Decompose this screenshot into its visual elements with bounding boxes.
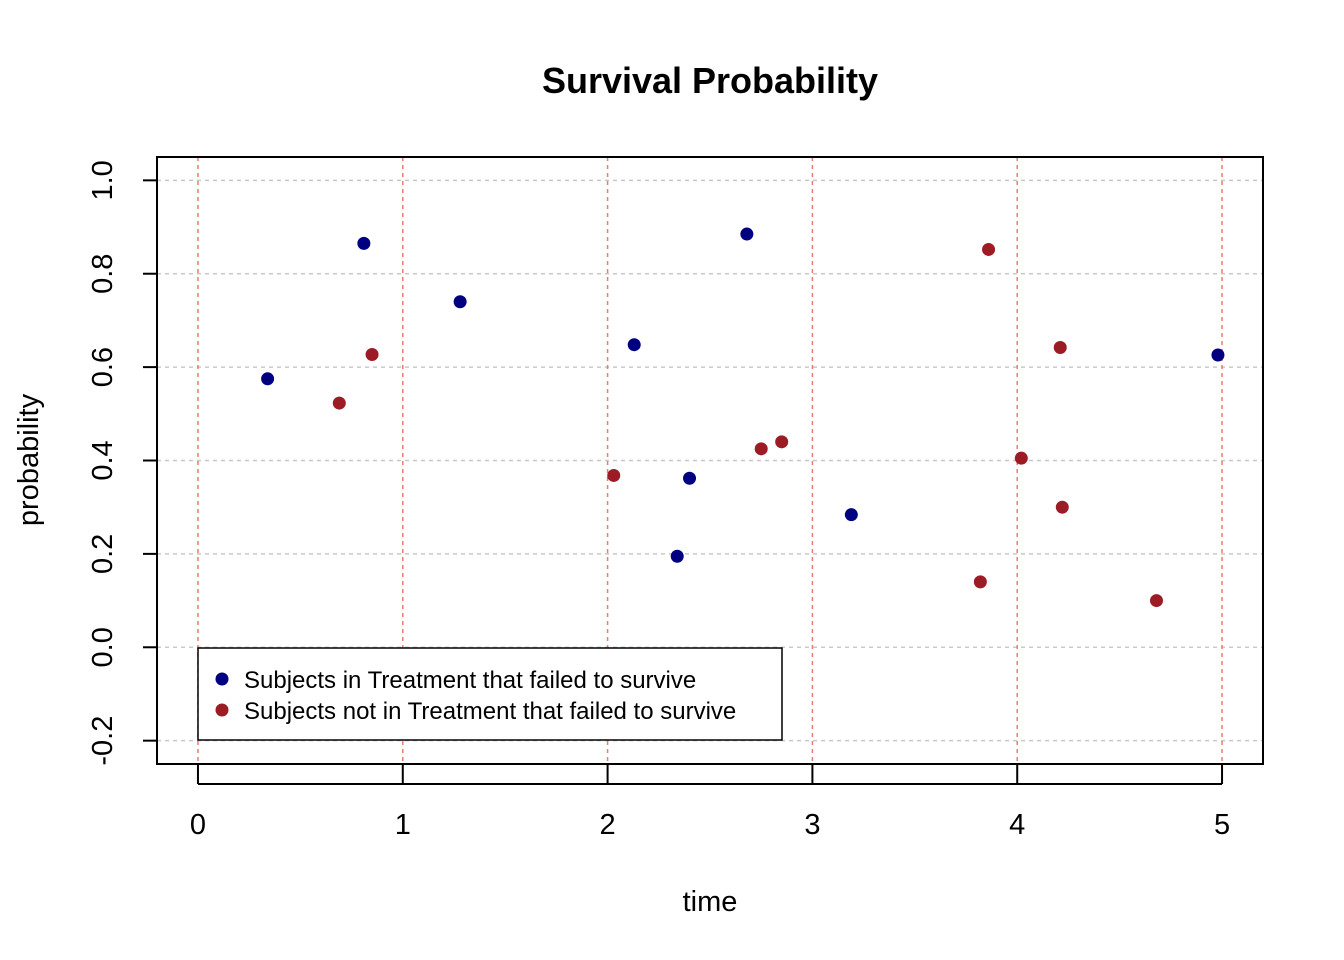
legend-label-no-treatment: Subjects not in Treatment that failed to…	[244, 698, 736, 725]
data-point-series-1	[332, 396, 346, 410]
x-tick-label: 1	[395, 809, 411, 841]
data-point-series-1	[365, 348, 379, 362]
data-point-series-0	[683, 471, 697, 485]
data-point-series-1	[775, 435, 789, 449]
x-axis-label: time	[683, 886, 738, 918]
legend-marker-no-treatment	[215, 703, 229, 717]
legend-box	[197, 647, 783, 741]
y-tick-label: 0.0	[87, 627, 119, 667]
data-point-series-1	[607, 468, 621, 482]
data-point-series-0	[453, 295, 467, 309]
data-point-series-1	[973, 575, 987, 589]
data-point-series-0	[844, 508, 858, 522]
data-point-series-1	[1149, 594, 1163, 608]
x-tick-label: 5	[1214, 809, 1230, 841]
data-points	[261, 227, 1225, 608]
data-point-series-1	[1014, 451, 1028, 465]
legend-marker-treatment	[215, 672, 229, 686]
axes: -0.2 0.0 0.2 0.4 0.6 0.8 1.0 0 1 2 3 4 5	[87, 160, 1230, 841]
data-point-series-0	[740, 227, 754, 241]
y-tick-label: 0.4	[87, 440, 119, 480]
data-point-series-1	[1055, 500, 1069, 514]
legend-label-treatment: Subjects in Treatment that failed to sur…	[244, 667, 696, 694]
y-tick-label: 0.6	[87, 347, 119, 387]
data-point-series-1	[754, 442, 768, 456]
y-tick-label: 0.8	[87, 254, 119, 294]
data-point-series-1	[982, 242, 996, 256]
data-point-series-0	[261, 372, 275, 386]
data-point-series-1	[1053, 341, 1067, 355]
y-axis-label: probability	[13, 393, 45, 526]
x-tick-label: 4	[1009, 809, 1025, 841]
x-tick-label: 0	[190, 809, 206, 841]
y-tick-label: 0.2	[87, 534, 119, 574]
legend: Subjects in Treatment that failed to sur…	[197, 647, 783, 741]
x-tick-label: 2	[600, 809, 616, 841]
y-tick-label: -0.2	[87, 716, 119, 766]
data-point-series-0	[1211, 348, 1225, 362]
data-point-series-0	[357, 236, 371, 250]
y-tick-label: 1.0	[87, 160, 119, 200]
data-point-series-0	[670, 549, 684, 563]
x-tick-label: 3	[804, 809, 820, 841]
data-point-series-0	[627, 338, 641, 352]
chart-title: Survival Probability	[542, 60, 878, 101]
